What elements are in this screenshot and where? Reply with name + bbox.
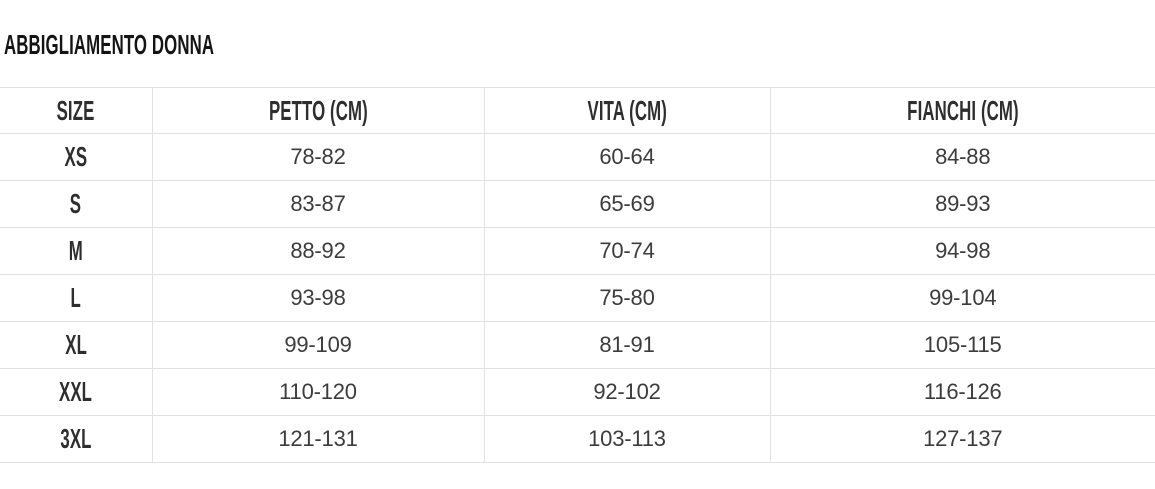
page-title: ABBIGLIAMENTO DONNA [0,0,1155,59]
vita-cell: 92-102 [484,368,771,416]
size-cell: XL [0,321,153,369]
size-cell: XXL [0,368,153,416]
vita-cell: 65-69 [484,180,771,228]
vita-cell: 103-113 [484,415,771,463]
size-chart-table: SIZE PETTO (CM) VITA (CM) FIANCHI (CM) X… [0,87,1155,463]
page-title-text: ABBIGLIAMENTO DONNA [4,29,215,60]
fianchi-cell: 105-115 [770,321,1155,369]
petto-cell: 78-82 [152,133,485,181]
column-header-size: SIZE [0,87,153,134]
header-row: SIZE PETTO (CM) VITA (CM) FIANCHI (CM) [0,87,1155,134]
petto-cell: 83-87 [152,180,485,228]
fianchi-cell: 84-88 [770,133,1155,181]
fianchi-cell: 116-126 [770,368,1155,416]
vita-cell: 75-80 [484,274,771,322]
vita-cell: 60-64 [484,133,771,181]
table-row: M 88-92 70-74 94-98 [0,227,1155,275]
vita-cell: 81-91 [484,321,771,369]
table-row: XXL 110-120 92-102 116-126 [0,368,1155,416]
column-header-fianchi: FIANCHI (CM) [770,87,1155,134]
petto-cell: 93-98 [152,274,485,322]
table-row: XS 78-82 60-64 84-88 [0,133,1155,181]
size-cell: M [0,227,153,275]
table-row: L 93-98 75-80 99-104 [0,274,1155,322]
table-row: 3XL 121-131 103-113 127-137 [0,415,1155,463]
column-header-vita: VITA (CM) [484,87,771,134]
petto-cell: 99-109 [152,321,485,369]
petto-cell: 88-92 [152,227,485,275]
table-row: XL 99-109 81-91 105-115 [0,321,1155,369]
size-cell: L [0,274,153,322]
petto-cell: 121-131 [152,415,485,463]
fianchi-cell: 94-98 [770,227,1155,275]
vita-cell: 70-74 [484,227,771,275]
fianchi-cell: 89-93 [770,180,1155,228]
petto-cell: 110-120 [152,368,485,416]
size-cell: S [0,180,153,228]
fianchi-cell: 99-104 [770,274,1155,322]
size-cell: XS [0,133,153,181]
table-row: S 83-87 65-69 89-93 [0,180,1155,228]
column-header-petto: PETTO (CM) [152,87,485,134]
size-cell: 3XL [0,415,153,463]
fianchi-cell: 127-137 [770,415,1155,463]
